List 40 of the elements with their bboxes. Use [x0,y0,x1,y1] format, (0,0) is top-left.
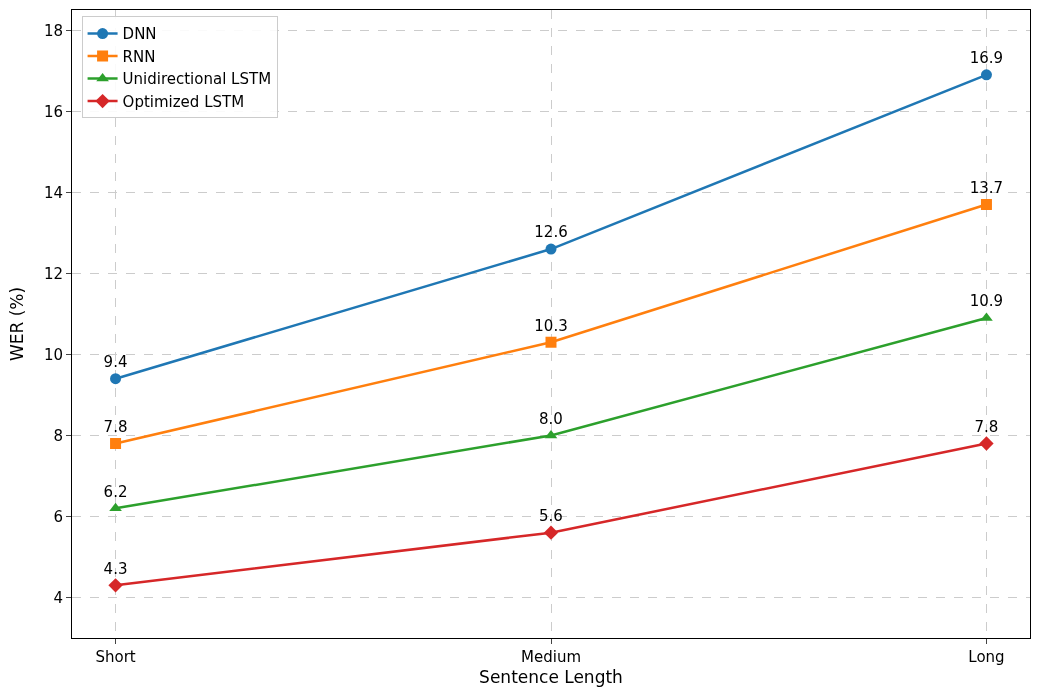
data-label: 10.9 [969,292,1004,311]
data-label: 7.8 [974,417,999,436]
point [108,578,123,593]
y-tick-label: 16 [43,102,63,121]
x-axis-title: Sentence Length [479,667,623,688]
data-label: 13.7 [969,178,1004,197]
legend-label: RNN [122,47,156,66]
point [110,373,122,385]
y-axis-title: WER (%) [7,286,28,362]
data-label: 6.2 [103,482,128,501]
data-label: 5.6 [539,507,563,526]
data-label: 10.3 [534,316,568,335]
data-label: 9.4 [103,353,128,372]
data-label: 16.9 [969,49,1004,68]
y-tick-label: 12 [43,264,63,283]
point [545,336,557,348]
data-label: 4.3 [103,559,128,578]
x-tick-label: Short [95,648,136,666]
legend-label: Optimized LSTM [122,92,245,111]
y-tick-label: 14 [43,183,63,202]
point [109,502,122,512]
y-tick-label: 4 [53,588,63,607]
point [544,429,558,439]
data-label: 12.6 [534,223,568,242]
point [543,525,559,540]
y-tick-label: 6 [53,507,63,526]
point [545,243,557,255]
point [979,436,994,451]
data-label: 7.8 [103,417,128,436]
point [110,438,122,450]
legend-label: Unidirectional LSTM [122,70,272,89]
x-tick-label: Medium [521,648,581,666]
point [980,69,992,81]
point [980,198,992,210]
data-label: 8.0 [539,409,563,428]
y-tick-label: 8 [53,426,63,445]
y-tick-label: 10 [43,345,63,364]
y-tick-label: 18 [43,21,63,40]
legend-label: DNN [122,25,157,44]
x-tick-label: Long [968,648,1005,666]
